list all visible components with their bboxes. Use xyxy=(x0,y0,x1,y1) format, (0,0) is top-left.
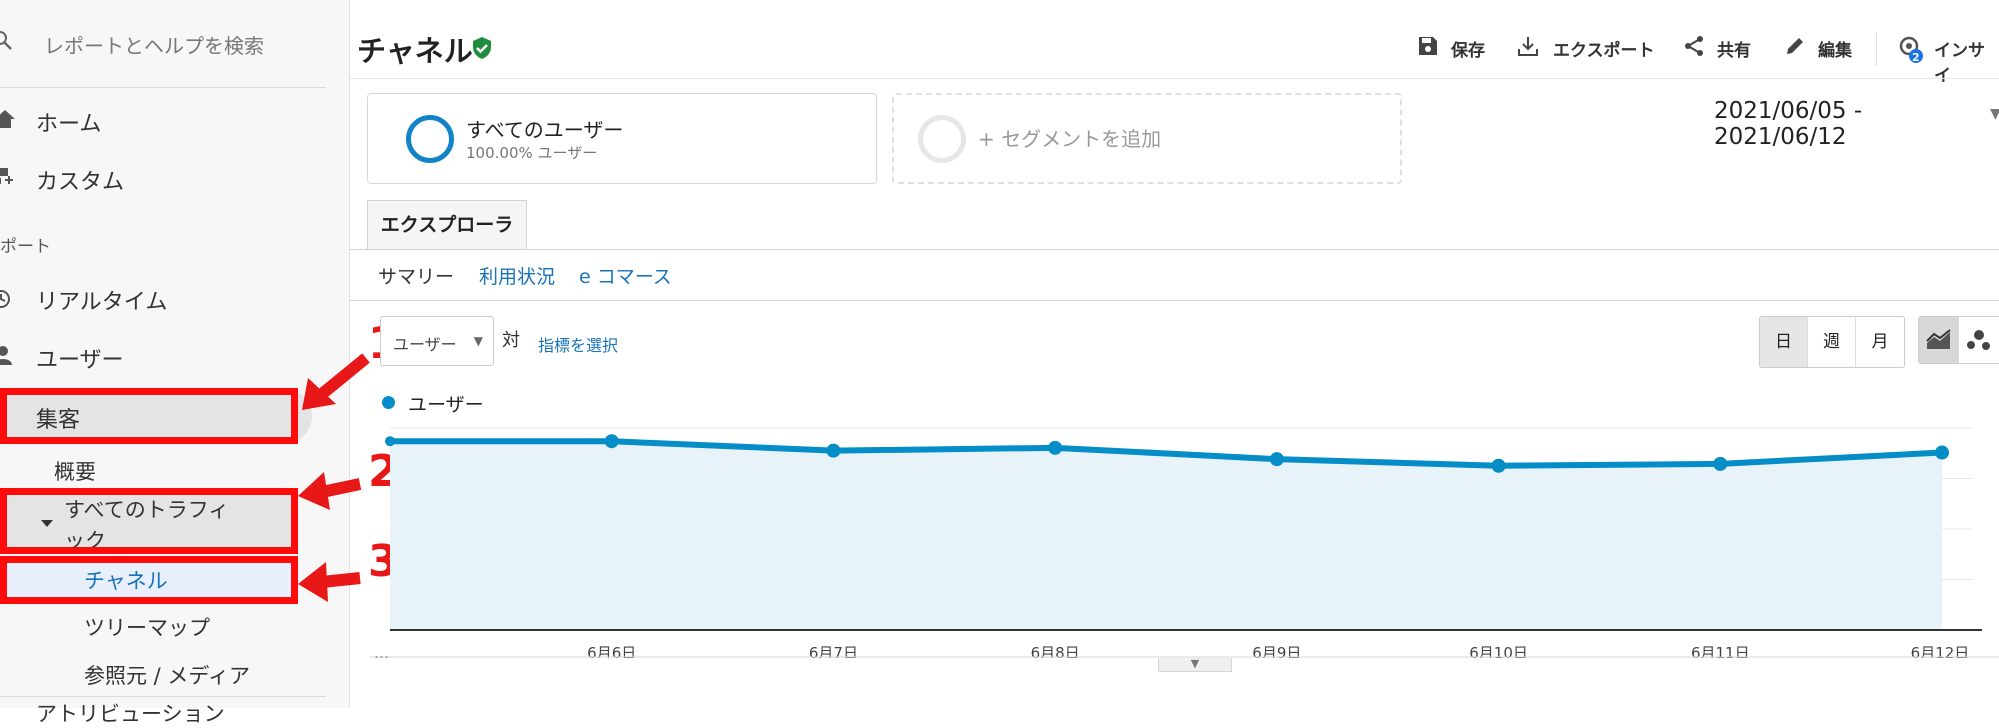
motion-chart-icon xyxy=(1967,330,1990,350)
data-point[interactable] xyxy=(1935,445,1949,460)
chart-type-toggle xyxy=(1918,316,1999,364)
metric-select-value: ユーザー xyxy=(393,335,457,354)
x-tick-label: 6月10日 xyxy=(1469,644,1528,658)
collapse-chart-toggle[interactable]: ▼ xyxy=(1158,658,1232,672)
export-button[interactable]: エクスポート xyxy=(1553,41,1655,61)
report-search[interactable]: レポートとヘルプを検索 xyxy=(0,0,326,88)
tab-explorer[interactable]: エクスプローラ xyxy=(367,200,527,250)
granularity-month-button[interactable]: 月 xyxy=(1871,332,1889,352)
header-divider xyxy=(350,78,1999,79)
data-point[interactable] xyxy=(1491,458,1506,473)
data-point[interactable] xyxy=(604,434,619,449)
x-tick-label: 6月11日 xyxy=(1691,644,1750,658)
granularity-week-button[interactable]: 週 xyxy=(1808,317,1856,367)
select-metric-link[interactable]: 指標を選択 xyxy=(538,336,619,355)
clock-icon xyxy=(0,290,10,308)
add-segment-button[interactable]: + セグメントを追加 xyxy=(892,93,1402,184)
sidebar-item-users[interactable]: ユーザー xyxy=(36,348,124,373)
page-title: チャネル xyxy=(357,34,473,68)
tab-divider xyxy=(350,249,1999,250)
annotation-box-3 xyxy=(0,556,298,604)
segment-ring-icon xyxy=(406,115,454,163)
verified-shield-icon xyxy=(473,37,491,59)
sidebar-item-treemap[interactable]: ツリーマップ xyxy=(84,616,210,640)
subtab-usage[interactable]: 利用状況 xyxy=(479,266,556,288)
custom-icon xyxy=(0,168,13,184)
date-range-picker[interactable]: 2021/06/05 - 2021/06/12 xyxy=(1714,98,1863,150)
x-tick-label: 6月12日 xyxy=(1911,644,1970,658)
data-point[interactable] xyxy=(385,436,395,447)
versus-label: 対 xyxy=(502,330,520,351)
acquisition-highlight xyxy=(0,388,312,444)
save-icon[interactable] xyxy=(1416,34,1440,58)
motion-chart-button[interactable] xyxy=(1959,317,1999,363)
subtab-summary[interactable]: サマリー xyxy=(378,266,455,288)
legend-users-label[interactable]: ユーザー xyxy=(408,394,484,416)
data-point[interactable] xyxy=(826,443,841,458)
sidebar-item-source-medium[interactable]: 参照元 / メディア xyxy=(84,664,250,688)
segment-percentage: 100.00% ユーザー xyxy=(466,144,598,162)
download-icon[interactable] xyxy=(1516,34,1540,58)
share-icon[interactable] xyxy=(1682,34,1706,58)
granularity-toggle: 日 週 月 xyxy=(1759,316,1905,368)
users-line-chart: … 6月6日 6月7日 6月8日 6月9日 6月10日 6月11日 6月12日 xyxy=(370,427,1999,658)
pencil-icon[interactable] xyxy=(1783,34,1807,58)
segment-name: すべてのユーザー xyxy=(466,118,624,142)
search-icon xyxy=(0,31,12,50)
line-chart-button[interactable] xyxy=(1919,317,1959,363)
legend-users-dot xyxy=(382,396,395,409)
sidebar-item-realtime[interactable]: リアルタイム xyxy=(36,290,168,315)
subtab-ecommerce[interactable]: e コマース xyxy=(579,266,672,288)
data-point[interactable] xyxy=(1269,452,1284,467)
granularity-day-button[interactable]: 日 xyxy=(1760,317,1808,367)
subtab-divider xyxy=(350,300,1999,301)
sidebar-item-overview[interactable]: 概要 xyxy=(54,460,96,484)
data-point[interactable] xyxy=(1713,456,1728,471)
sidebar-item-attribution[interactable]: アトリビューション xyxy=(36,702,225,726)
series-line xyxy=(390,438,1943,469)
search-placeholder: レポートとヘルプを検索 xyxy=(44,34,264,58)
reports-section-label: ポート xyxy=(0,237,51,257)
insights-icon[interactable] xyxy=(1898,34,1926,64)
person-icon xyxy=(0,346,12,365)
home-icon xyxy=(0,110,15,128)
sidebar-item-all-traffic[interactable]: すべてのトラフィ xyxy=(64,498,230,522)
sidebar-divider xyxy=(0,696,326,697)
share-button[interactable]: 共有 xyxy=(1717,41,1751,61)
channels-highlight xyxy=(0,558,295,600)
sidebar-item-custom[interactable]: カスタム xyxy=(36,170,125,195)
sidebar-item-channels[interactable]: チャネル xyxy=(84,569,168,593)
sidebar-item-acquisition[interactable]: 集客 xyxy=(36,408,81,433)
annotation-box-2 xyxy=(0,488,298,554)
empty-segment-ring-icon xyxy=(918,115,966,163)
annotation-arrow-2 xyxy=(298,472,362,510)
x-tick-label: 6月6日 xyxy=(587,644,636,658)
caret-down-icon[interactable] xyxy=(40,516,54,530)
data-point[interactable] xyxy=(1048,440,1063,455)
x-tick-label: 6月8日 xyxy=(1031,644,1080,658)
x-tick-label: … xyxy=(374,644,389,658)
insights-button[interactable]: インサイ xyxy=(1934,41,1985,86)
toolbar-separator xyxy=(1876,32,1877,66)
annotation-box-1 xyxy=(0,388,298,444)
annotation-arrow-1 xyxy=(302,353,370,410)
x-tick-label: 6月9日 xyxy=(1252,644,1301,658)
all-traffic-highlight xyxy=(0,488,295,550)
add-segment-label: + セグメントを追加 xyxy=(978,127,1162,151)
insights-badge: 2 xyxy=(1912,51,1920,64)
series-area xyxy=(390,441,1942,630)
save-button[interactable]: 保存 xyxy=(1451,41,1485,61)
metric-select[interactable]: ユーザー ▼ xyxy=(380,316,494,366)
edit-button[interactable]: 編集 xyxy=(1818,41,1852,61)
sidebar-item-home[interactable]: ホーム xyxy=(36,112,102,137)
annotation-arrow-3 xyxy=(298,562,361,602)
sidebar: レポートとヘルプを検索 ホーム カスタム ポート リアルタイム ユーザー 集客 … xyxy=(0,0,350,726)
chevron-down-icon[interactable]: ▼ xyxy=(1990,106,1999,122)
line-chart-icon xyxy=(1926,329,1951,349)
x-tick-label: 6月7日 xyxy=(809,644,858,658)
caret-down-icon: ▼ xyxy=(473,334,483,348)
segment-all-users[interactable]: すべてのユーザー 100.00% ユーザー xyxy=(367,93,877,184)
